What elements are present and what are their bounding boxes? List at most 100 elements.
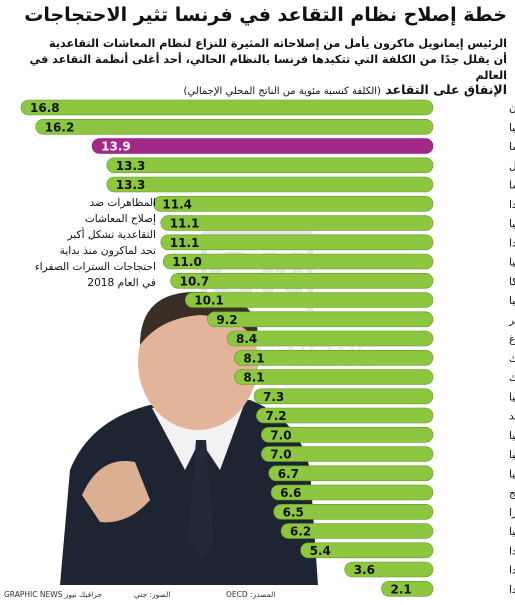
category-label: النمسا bbox=[509, 180, 515, 192]
bar-value-label: 10.7 bbox=[180, 274, 210, 288]
callout-text: المظاهرات ضد إصلاح المعاشات التقاعدية تش… bbox=[6, 195, 156, 291]
bar-value-label: 7.3 bbox=[263, 390, 284, 404]
bar bbox=[273, 503, 434, 520]
bar-value-label: 6.5 bbox=[283, 505, 304, 519]
category-label: بولندا bbox=[509, 237, 515, 249]
category-label: إسبانيا bbox=[509, 257, 515, 269]
category-label: بريطانيا bbox=[509, 526, 515, 538]
bar bbox=[234, 349, 434, 366]
bar-value-label: 11.1 bbox=[170, 217, 200, 231]
category-label: ليتوانيا bbox=[509, 468, 515, 480]
category-label: إستونيا bbox=[509, 449, 515, 461]
callout-line: التقاعدية تشكل أكبر bbox=[67, 229, 156, 241]
bar bbox=[35, 119, 434, 135]
bar-value-label: 9.2 bbox=[216, 313, 237, 327]
bar bbox=[256, 407, 434, 424]
bar bbox=[160, 234, 434, 251]
bar-value-label: 13.3 bbox=[116, 159, 146, 173]
bar bbox=[381, 580, 434, 597]
photo-tie bbox=[188, 440, 214, 560]
bar bbox=[162, 253, 434, 270]
bar-value-label: 7.0 bbox=[270, 448, 291, 462]
bar bbox=[185, 292, 434, 308]
bar bbox=[270, 484, 434, 501]
bar bbox=[280, 523, 434, 539]
page-title: خطة إصلاح نظام التقاعد في فرنسا تثير الا… bbox=[24, 4, 507, 26]
footer-credit: GRAPHIC NEWS جرافيك نيوز bbox=[4, 590, 103, 599]
callout-line: المظاهرات ضد bbox=[89, 197, 157, 209]
bar-value-label: 11.4 bbox=[162, 197, 192, 211]
category-label: البرتغال bbox=[509, 160, 515, 172]
bar-value-label: 11.1 bbox=[170, 236, 200, 250]
photo-suit bbox=[60, 400, 318, 585]
bar bbox=[170, 272, 434, 289]
bars-group: 16.8 اليونان 16.2 إيطاليا 13.9 فرنسا 13.3 البرت… bbox=[20, 99, 515, 597]
bar-value-label: 16.2 bbox=[45, 120, 75, 134]
category-label: المجر bbox=[508, 314, 515, 326]
bar bbox=[207, 311, 434, 328]
bar bbox=[226, 330, 434, 347]
bar bbox=[300, 542, 434, 559]
bar-value-label: 13.3 bbox=[116, 178, 146, 192]
category-label: فنلندا bbox=[509, 199, 515, 211]
category-label: فرنسا bbox=[509, 141, 515, 153]
bar-value-label: 16.8 bbox=[30, 101, 60, 115]
bar-value-label: 6.6 bbox=[280, 486, 301, 500]
bar-value-label: 13.9 bbox=[101, 140, 131, 154]
callout-line: إصلاح المعاشات bbox=[84, 213, 156, 225]
bar-value-label: 8.4 bbox=[236, 332, 257, 346]
bar-value-label: 7.0 bbox=[270, 428, 291, 442]
bar-value-label: 5.4 bbox=[310, 544, 331, 558]
bar-value-label: 10.1 bbox=[194, 294, 224, 308]
category-label: هولندا bbox=[509, 545, 515, 557]
category-label: الدنمارك bbox=[509, 353, 515, 365]
bar bbox=[234, 369, 434, 385]
bar bbox=[260, 426, 434, 443]
footer-photo-credit: الصور: جتي bbox=[134, 590, 171, 599]
photo-face bbox=[138, 294, 258, 430]
bar-value-label: 3.6 bbox=[354, 563, 375, 577]
bar-value-label: 6.7 bbox=[278, 467, 299, 481]
subtitle-line: أن يقلل جدًا من الكلفة التي تتكبدها فرنس… bbox=[29, 53, 507, 82]
footer-source: المصدر: OECD bbox=[226, 590, 276, 599]
bar-value-label: 7.2 bbox=[265, 409, 286, 423]
bar-value-label: 2.1 bbox=[391, 582, 412, 596]
category-label: النرويج bbox=[509, 488, 515, 500]
callout-line: في العام 2018 bbox=[87, 277, 156, 289]
category-label: أيسلندا bbox=[509, 582, 515, 596]
subtitle-line: الرئيس إيمانويل ماكرون يأمل من إصلاحاته … bbox=[49, 37, 507, 50]
callout-line: احتجاجات السترات الصفراء bbox=[34, 261, 156, 273]
category-label: سويسرا bbox=[509, 507, 515, 519]
bar bbox=[20, 99, 434, 116]
bar bbox=[106, 176, 434, 193]
category-label: لاتفيا bbox=[509, 430, 515, 442]
bar bbox=[268, 465, 434, 482]
chart-heading: الإنفاق على التقاعد (الكلفة كنسبة مئوية … bbox=[7, 82, 507, 97]
bar bbox=[253, 388, 434, 405]
bar bbox=[160, 215, 434, 231]
bar-value-label: 8.1 bbox=[243, 371, 264, 385]
bar-value-label: 11.0 bbox=[172, 255, 202, 269]
category-label: سلوفاكيا bbox=[509, 391, 515, 403]
category-label: اليونان bbox=[509, 103, 515, 115]
bar bbox=[260, 446, 434, 462]
category-label: السويد bbox=[509, 411, 515, 423]
category-label: لوكسمبورغ bbox=[509, 334, 515, 346]
bar bbox=[344, 561, 434, 578]
category-label: جمهورية التشيك bbox=[509, 372, 515, 384]
category-label: ألمانيا bbox=[509, 293, 515, 307]
bar-value-label: 6.2 bbox=[290, 525, 311, 539]
chart-heading-note: (الكلفة كنسبة مئوية من الناتج المحلي الإ… bbox=[183, 86, 381, 97]
category-label: بلجيكا bbox=[509, 276, 515, 288]
callout-line: تحد لماكرون منذ بداية bbox=[59, 245, 156, 257]
category-label: إيطاليا bbox=[509, 122, 515, 134]
bar bbox=[153, 196, 434, 212]
category-label: سلوفينيا bbox=[509, 218, 515, 230]
bar bbox=[91, 138, 434, 154]
chart-heading-label: الإنفاق على التقاعد bbox=[385, 82, 507, 97]
category-label: إيرلندا bbox=[509, 565, 515, 577]
photo-hand bbox=[82, 460, 150, 523]
bar-value-label: 8.1 bbox=[243, 351, 264, 365]
